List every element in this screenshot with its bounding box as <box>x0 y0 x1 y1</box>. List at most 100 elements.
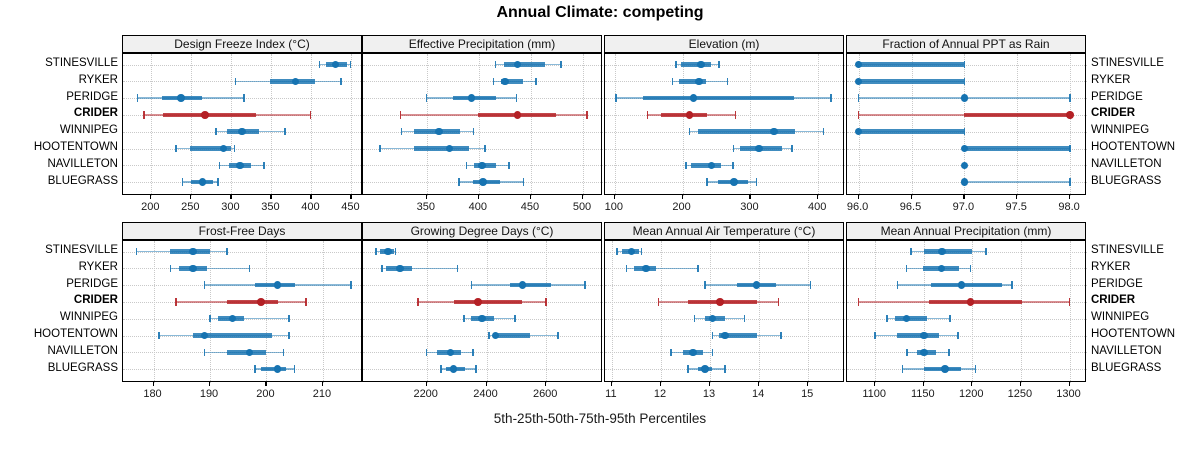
axis-tick <box>529 195 532 199</box>
axis-tick-label: 97.5 <box>1005 201 1027 213</box>
axis-tick <box>545 382 547 386</box>
row-label-right-winnipeg: WINNIPEG <box>1091 311 1150 324</box>
row-label-left-stinesville: STINESVILLE <box>45 57 118 69</box>
whisker-end-cap <box>949 314 951 323</box>
row-label-left-winnipeg: WINNIPEG <box>59 311 118 324</box>
median-dot <box>245 348 254 357</box>
interquartile-bar <box>681 62 711 67</box>
axis-tick-label: 350 <box>416 201 435 213</box>
axis-tick <box>477 195 479 199</box>
axis-tick <box>610 382 613 386</box>
axis-tick-label: 400 <box>808 201 827 213</box>
gridline-vertical <box>818 54 820 196</box>
whisker-end-cap <box>830 94 832 102</box>
row-label-right-navilleton: NAVILLETON <box>1091 344 1162 357</box>
axis-tick-label: 400 <box>468 201 487 213</box>
whisker-end-cap <box>1069 94 1071 102</box>
gridline-vertical <box>486 241 488 383</box>
gridline-horizontal <box>123 148 363 150</box>
median-dot <box>273 281 282 289</box>
gridline-horizontal <box>123 369 363 371</box>
axis-tick <box>758 382 760 386</box>
whisker-end-cap <box>215 127 217 136</box>
whisker-end-cap <box>732 161 734 170</box>
interquartile-bar <box>500 79 523 84</box>
whisker-end-cap <box>1069 178 1071 186</box>
whisker-end-cap <box>657 298 660 306</box>
whisker-end-cap <box>492 77 495 86</box>
whisker-end-cap <box>985 247 987 256</box>
whisker-end-cap <box>288 331 290 340</box>
axis-tick <box>922 382 924 386</box>
whisker-end-cap <box>318 60 321 69</box>
whisker-end-cap <box>475 365 477 373</box>
whisker-end-cap <box>169 264 172 273</box>
whisker-end-cap <box>340 77 342 86</box>
axis-tick <box>1069 195 1071 199</box>
median-dot <box>1066 111 1074 119</box>
median-dot <box>920 348 928 357</box>
whisker-end-cap <box>688 127 691 136</box>
whisker-end-cap <box>263 161 265 170</box>
whisker-end-cap <box>646 111 649 119</box>
panel-design-freeze-index-c <box>122 53 363 196</box>
gridline-vertical <box>911 54 913 196</box>
interquartile-bar <box>163 112 257 118</box>
whisker-end-cap <box>305 298 307 306</box>
whisker-end-cap <box>425 348 428 357</box>
gridline-vertical <box>266 241 268 383</box>
whisker-end-cap <box>288 314 290 323</box>
whisker-end-cap <box>458 178 460 186</box>
axis-tick-label: 210 <box>312 388 332 400</box>
panel-strip-elevation-m: Elevation (m) <box>604 35 844 53</box>
median-dot <box>960 144 969 153</box>
median-dot <box>513 60 522 69</box>
median-dot <box>177 94 185 102</box>
gridline-horizontal <box>123 251 363 253</box>
median-dot <box>960 161 969 170</box>
interquartile-bar <box>260 366 287 372</box>
axis-tick <box>971 382 973 386</box>
median-dot <box>474 298 482 306</box>
whisker-end-cap <box>440 365 442 373</box>
whisker-end-cap <box>1069 144 1071 153</box>
whisker-end-cap <box>734 111 737 119</box>
whisker-end-cap <box>969 264 972 273</box>
median-dot <box>902 314 911 323</box>
whisker-end-cap <box>724 365 726 373</box>
median-dot <box>238 127 246 136</box>
whisker-end-cap <box>732 144 735 153</box>
gridline-vertical <box>661 241 662 383</box>
whisker-end-cap <box>284 127 286 136</box>
median-dot <box>331 60 340 69</box>
whisker-end-cap <box>743 314 746 323</box>
axis-tick-label: 450 <box>341 201 360 213</box>
row-label-left-navilleton: NAVILLETON <box>47 344 118 357</box>
whisker-end-cap <box>718 60 720 69</box>
axis-tick-label: 200 <box>141 201 160 213</box>
median-dot <box>957 281 966 289</box>
median-dot <box>752 281 761 289</box>
gridline-vertical <box>750 54 752 196</box>
panel-mean-annual-air-temperature-c <box>604 240 845 383</box>
median-dot <box>396 264 404 273</box>
gridline-vertical <box>1069 241 1071 383</box>
whisker-end-cap <box>704 281 706 289</box>
median-dot <box>920 331 928 340</box>
whisker-end-cap <box>472 127 475 136</box>
whisker-end-cap <box>375 247 377 256</box>
whisker-end-cap <box>675 60 677 69</box>
gridline-horizontal <box>605 148 845 150</box>
axis-tick-label: 1100 <box>862 388 887 400</box>
whisker-end-cap <box>685 161 687 170</box>
median-dot <box>384 247 392 256</box>
axis-tick-label: 100 <box>604 201 623 213</box>
whisker-end-cap <box>697 264 699 273</box>
whisker-end-cap <box>963 127 966 136</box>
whisker-end-cap <box>175 144 177 153</box>
median-dot <box>449 365 458 373</box>
whisker-end-cap <box>693 314 696 323</box>
median-dot <box>200 331 209 340</box>
axis-tick <box>425 382 427 386</box>
whisker-end-cap <box>425 94 428 102</box>
